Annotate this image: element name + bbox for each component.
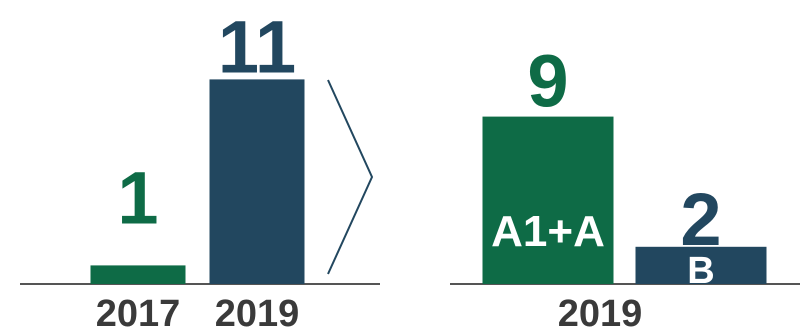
bar-a1-plus-a (482, 116, 614, 284)
bar-2019 (209, 79, 305, 285)
value-label-2017: 1 (117, 156, 158, 239)
chart-left: 1 11 2017 2019 (20, 5, 380, 332)
chart-right: 9 2 A1+A B 2019 (450, 40, 800, 332)
x-axis-label-2019: 2019 (558, 293, 643, 332)
value-label-2019: 11 (218, 5, 296, 88)
tick-label-2017: 2017 (96, 293, 181, 332)
value-label-a1-plus-a: 9 (527, 40, 568, 123)
chevron-right-icon (327, 79, 374, 275)
bar-b (635, 246, 767, 284)
value-label-b: 2 (680, 178, 721, 261)
tick-label-2019: 2019 (215, 293, 300, 332)
bar-2017 (90, 265, 186, 284)
category-label-a1-plus-a: A1+A (491, 207, 605, 256)
category-label-b: B (687, 250, 714, 292)
